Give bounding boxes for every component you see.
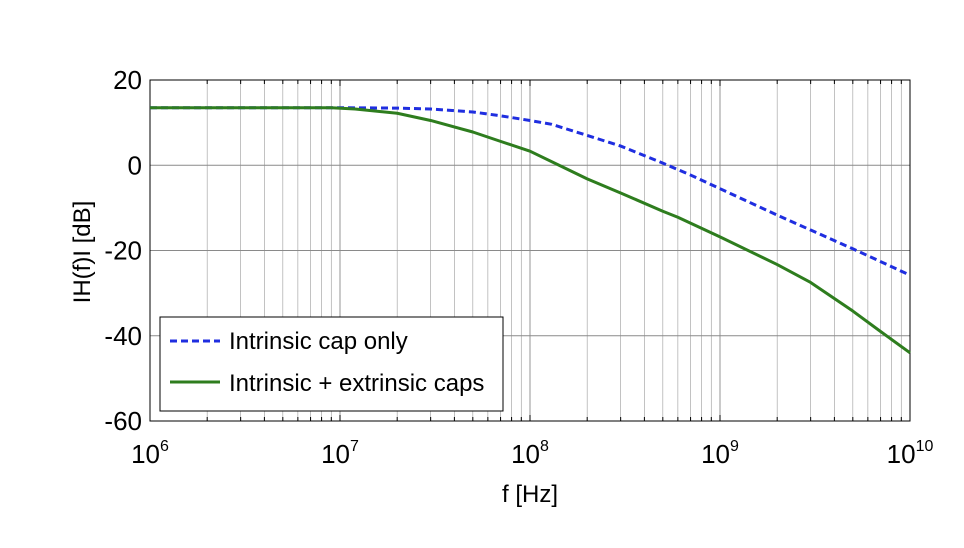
x-tick-labels: 106 107 108 109 1010 xyxy=(131,438,933,469)
x-tick-label: 109 xyxy=(701,438,739,469)
series-layer xyxy=(150,106,911,355)
x-tick-label: 108 xyxy=(511,438,549,469)
y-tick-labels: 20 0 -20 -40 -60 xyxy=(104,65,142,436)
legend: Intrinsic cap only Intrinsic + extrinsic… xyxy=(159,316,504,412)
legend-label-series-2: Intrinsic + extrinsic caps xyxy=(229,370,484,397)
series-line-2 xyxy=(150,106,911,355)
x-axis-title: f [Hz] xyxy=(502,481,558,508)
y-tick-label: 0 xyxy=(128,150,142,180)
legend-label-series-1: Intrinsic cap only xyxy=(229,328,408,355)
y-tick-label: -60 xyxy=(104,406,142,436)
legend-box xyxy=(159,316,504,412)
series-line-1 xyxy=(150,106,911,277)
y-axis-title: IH(f)I [dB] xyxy=(69,201,96,304)
x-tick-label: 106 xyxy=(131,438,169,469)
y-tick-label: 20 xyxy=(113,65,142,95)
y-tick-label: -20 xyxy=(104,236,142,266)
plot-area-frame xyxy=(149,79,911,422)
x-tick-label: 107 xyxy=(321,438,359,469)
y-tick-label: -40 xyxy=(104,321,142,351)
x-tick-label: 1010 xyxy=(887,438,934,469)
